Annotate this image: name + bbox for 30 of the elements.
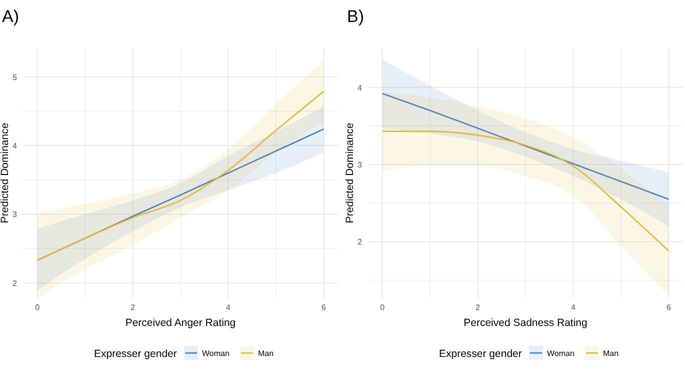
y-tick-label: 3 [12, 210, 18, 220]
x-tick-label: 2 [476, 303, 481, 312]
y-tick-label: 4 [12, 142, 18, 151]
line-series [382, 130, 670, 252]
line-series [382, 92, 670, 200]
legend-label: Woman [202, 349, 230, 358]
legend-label: Man [258, 349, 274, 358]
x-tick-label: 2 [130, 303, 136, 312]
y-axis-title: Predicted Dominance [0, 122, 11, 224]
x-tick-label: 0 [35, 303, 40, 312]
legend-title: Expresser gender [439, 348, 522, 360]
legend-label: Woman [547, 349, 574, 358]
y-tick-label: 4 [358, 83, 363, 92]
chart-title: B) [347, 7, 364, 26]
x-tick-label: 0 [380, 303, 386, 312]
y-tick-label: 3 [358, 160, 363, 170]
x-axis-title: Perceived Anger Rating [125, 317, 236, 329]
x-axis-title: Perceived Sadness Rating [464, 317, 588, 329]
legend-label: Man [603, 349, 619, 358]
y-tick-label: 2 [12, 278, 18, 288]
y-tick-label: 5 [12, 72, 18, 82]
legend-title: Expresser gender [94, 348, 178, 360]
line-series [36, 90, 324, 261]
x-tick-label: 4 [571, 303, 576, 312]
chart-title: A) [2, 7, 19, 26]
y-tick-label: 2 [358, 238, 363, 247]
x-tick-label: 6 [666, 303, 672, 312]
x-tick-label: 4 [226, 303, 231, 312]
x-tick-label: 6 [321, 303, 326, 312]
y-axis-title: Predicted Dominance [344, 122, 356, 224]
